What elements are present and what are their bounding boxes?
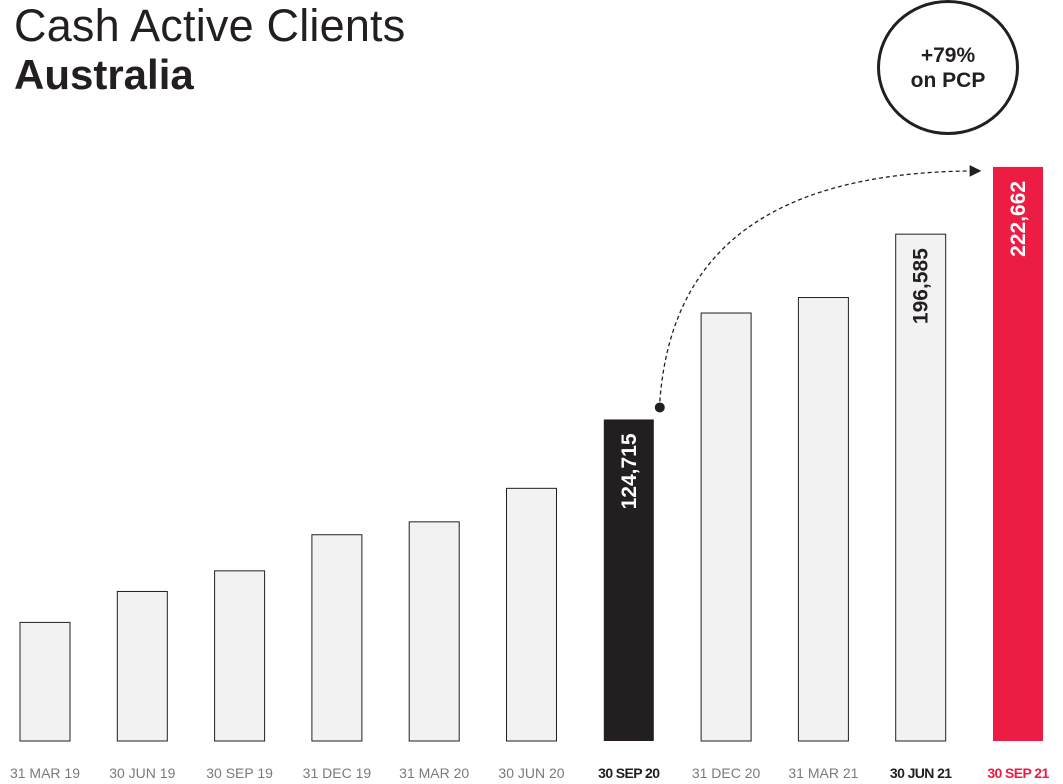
bar-value-label: 196,585 <box>910 248 933 324</box>
annotation-start-dot <box>654 402 665 413</box>
growth-annotation <box>654 165 982 413</box>
x-tick-label: 31 MAR 19 <box>10 765 80 781</box>
bar-31-mar-19 <box>19 621 71 742</box>
x-tick-label: 30 SEP 19 <box>206 765 273 781</box>
x-tick-label: 31 DEC 20 <box>692 765 761 781</box>
x-axis-labels: 31 MAR 19 30 JUN 19 30 SEP 19 31 DEC 19 31 M… <box>10 765 1050 781</box>
bar-series <box>19 166 1043 742</box>
x-tick-label: 31 DEC 19 <box>303 765 372 781</box>
data-labels: 124,715 196,585 222,662 <box>618 181 1030 509</box>
bar-31-dec-19 <box>311 534 363 742</box>
x-tick-label: 30 SEP 20 <box>598 765 660 781</box>
x-tick-label: 30 JUN 21 <box>890 765 952 781</box>
bar-30-sep-19 <box>214 570 266 742</box>
bar-value-label: 222,662 <box>1007 181 1030 257</box>
callout-percent: +79% <box>920 43 976 67</box>
x-tick-label: 30 SEP 21 <box>987 765 1049 781</box>
bar-30-sep-21 <box>993 166 1043 741</box>
bar-31-mar-21 <box>797 297 849 742</box>
callout-caption: on PCP <box>910 68 986 92</box>
x-tick-label: 31 MAR 20 <box>399 765 469 781</box>
bar-31-mar-20 <box>408 521 460 742</box>
x-tick-label: 30 JUN 20 <box>498 765 564 781</box>
chart-subtitle: Australia <box>14 51 194 98</box>
bar-31-dec-20 <box>700 312 752 742</box>
x-tick-label: 30 JUN 19 <box>109 765 175 781</box>
bar-30-jun-19 <box>116 590 168 742</box>
chart-title-block: Cash Active Clients Australia <box>14 0 405 98</box>
bar-value-label: 124,715 <box>618 433 641 509</box>
bar-30-sep-20 <box>603 419 654 741</box>
growth-callout-badge: +79% on PCP <box>877 0 1019 135</box>
chart-title: Cash Active Clients <box>14 0 406 51</box>
x-tick-label: 31 MAR 21 <box>788 765 858 781</box>
bar-30-jun-20 <box>506 487 557 742</box>
bar-30-jun-21 <box>895 233 947 742</box>
